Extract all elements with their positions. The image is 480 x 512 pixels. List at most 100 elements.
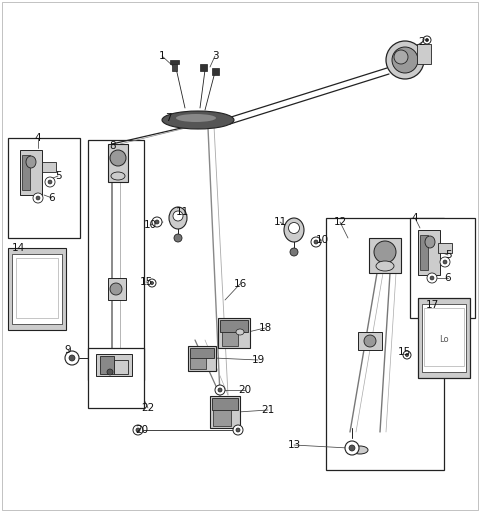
Bar: [188, 346, 216, 371]
Ellipse shape: [392, 47, 418, 73]
Text: 10: 10: [144, 220, 156, 230]
Text: 6: 6: [444, 273, 451, 283]
Circle shape: [65, 351, 79, 365]
Circle shape: [403, 351, 411, 359]
Bar: [108, 144, 128, 182]
Text: 17: 17: [425, 300, 439, 310]
Text: 6: 6: [48, 193, 55, 203]
Ellipse shape: [26, 156, 36, 168]
Text: 13: 13: [288, 440, 300, 450]
Bar: [213, 410, 231, 426]
Text: 5: 5: [444, 250, 451, 260]
Bar: [20, 150, 42, 195]
Text: 4: 4: [35, 133, 41, 143]
Ellipse shape: [374, 241, 396, 263]
Ellipse shape: [376, 261, 394, 271]
Ellipse shape: [173, 211, 183, 221]
Text: 5: 5: [55, 171, 61, 181]
Text: 14: 14: [12, 243, 24, 253]
Circle shape: [440, 257, 450, 267]
Circle shape: [314, 240, 318, 244]
Circle shape: [233, 425, 243, 435]
Bar: [218, 318, 250, 348]
Bar: [108, 278, 126, 300]
Bar: [190, 358, 206, 369]
Circle shape: [107, 369, 113, 375]
Ellipse shape: [110, 150, 126, 166]
Bar: [22, 155, 30, 190]
Bar: [42, 162, 56, 172]
Bar: [369, 238, 401, 273]
Bar: [172, 62, 177, 71]
Circle shape: [430, 276, 434, 280]
Bar: [222, 332, 238, 346]
Ellipse shape: [162, 111, 234, 129]
Text: 2: 2: [419, 37, 425, 47]
Ellipse shape: [169, 207, 187, 229]
Ellipse shape: [352, 446, 368, 454]
Text: 8: 8: [110, 141, 116, 151]
Circle shape: [33, 193, 43, 203]
Circle shape: [236, 428, 240, 432]
Circle shape: [290, 248, 298, 256]
Bar: [212, 68, 219, 75]
Bar: [114, 360, 128, 374]
Text: 18: 18: [258, 323, 272, 333]
Text: 21: 21: [262, 405, 275, 415]
Bar: [418, 230, 440, 275]
Bar: [212, 398, 238, 410]
Circle shape: [69, 355, 75, 361]
Bar: [200, 64, 207, 71]
Circle shape: [45, 177, 55, 187]
Text: 15: 15: [139, 277, 153, 287]
Bar: [358, 332, 382, 350]
Bar: [210, 396, 240, 428]
Circle shape: [349, 445, 355, 451]
Bar: [88, 140, 144, 380]
Bar: [417, 44, 431, 64]
Circle shape: [364, 335, 376, 347]
Bar: [8, 248, 66, 330]
Bar: [88, 348, 144, 408]
Circle shape: [427, 273, 437, 283]
Ellipse shape: [176, 114, 216, 122]
Bar: [12, 254, 62, 324]
Text: Lo: Lo: [439, 335, 449, 345]
Text: 9: 9: [65, 345, 72, 355]
Circle shape: [36, 196, 40, 200]
Text: 20: 20: [239, 385, 252, 395]
Ellipse shape: [425, 236, 435, 248]
Text: 11: 11: [274, 217, 287, 227]
Text: 22: 22: [142, 403, 155, 413]
Bar: [422, 304, 466, 372]
Bar: [190, 348, 214, 358]
Circle shape: [345, 441, 359, 455]
Circle shape: [110, 283, 122, 295]
Bar: [326, 218, 444, 470]
Text: 20: 20: [135, 425, 149, 435]
Bar: [424, 308, 464, 366]
Bar: [438, 243, 452, 253]
Ellipse shape: [288, 223, 300, 233]
Ellipse shape: [236, 329, 244, 335]
Text: 16: 16: [233, 279, 247, 289]
Bar: [220, 320, 248, 332]
Bar: [170, 60, 179, 64]
Circle shape: [148, 279, 156, 287]
Circle shape: [48, 180, 52, 184]
Text: 4: 4: [412, 213, 418, 223]
Bar: [16, 258, 58, 318]
Circle shape: [155, 220, 159, 224]
Text: 3: 3: [212, 51, 218, 61]
Bar: [96, 354, 132, 376]
Bar: [420, 235, 428, 270]
Circle shape: [136, 428, 140, 432]
Text: 1: 1: [159, 51, 165, 61]
Circle shape: [133, 425, 143, 435]
Circle shape: [152, 217, 162, 227]
Circle shape: [215, 385, 225, 395]
Text: 12: 12: [334, 217, 347, 227]
Text: 11: 11: [175, 207, 189, 217]
Text: 15: 15: [397, 347, 410, 357]
Bar: [410, 218, 475, 318]
